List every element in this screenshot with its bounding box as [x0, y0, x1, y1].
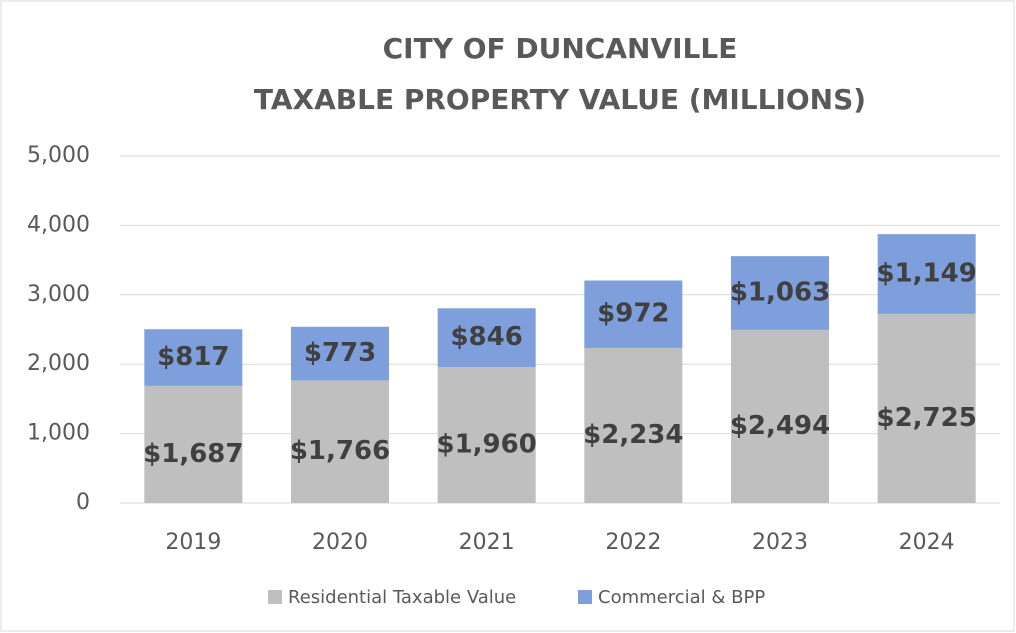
bar-segment	[877, 313, 976, 503]
legend-label: Commercial & BPP	[598, 587, 765, 608]
y-tick-label: 3,000	[27, 282, 90, 307]
data-label: $2,234	[583, 420, 683, 450]
data-label: $1,063	[730, 278, 830, 308]
y-tick-label: 0	[76, 490, 90, 515]
y-tick-label: 1,000	[27, 421, 90, 446]
legend-swatch	[268, 590, 282, 604]
y-tick-label: 5,000	[27, 143, 90, 168]
y-tick-label: 4,000	[27, 212, 90, 237]
bar-segment	[731, 256, 829, 330]
x-tick-label: 2022	[605, 530, 661, 555]
data-label: $817	[157, 342, 229, 372]
data-label: $2,494	[730, 411, 830, 441]
x-tick-label: 2020	[312, 530, 368, 555]
bar-segment	[877, 234, 976, 314]
x-tick-label: 2023	[752, 530, 808, 555]
bar-segment	[437, 366, 536, 503]
x-tick-label: 2019	[165, 530, 221, 555]
legend-swatch	[578, 590, 592, 604]
y-tick-label: 2,000	[27, 351, 90, 376]
bar-segment	[584, 347, 683, 503]
x-tick-label: 2024	[899, 530, 955, 555]
data-label: $2,725	[876, 403, 976, 433]
bar-segment	[584, 280, 683, 348]
data-label: $773	[304, 338, 376, 368]
chart-title: TAXABLE PROPERTY VALUE (MILLIONS)	[254, 83, 866, 116]
bar-segment	[731, 329, 829, 503]
x-tick-label: 2021	[459, 530, 515, 555]
bar-segment	[291, 380, 389, 503]
data-label: $1,149	[876, 259, 976, 289]
chart-title: CITY OF DUNCANVILLE	[383, 32, 738, 65]
bar-segment	[291, 326, 389, 381]
data-label: $1,687	[143, 439, 243, 469]
bar-segment	[144, 385, 243, 503]
data-label: $972	[597, 299, 669, 329]
data-label: $846	[450, 322, 522, 352]
legend-label: Residential Taxable Value	[288, 587, 516, 608]
data-label: $1,960	[436, 429, 536, 459]
bar-segment	[144, 329, 243, 386]
data-label: $1,766	[290, 436, 390, 466]
bar-segment	[437, 308, 536, 367]
